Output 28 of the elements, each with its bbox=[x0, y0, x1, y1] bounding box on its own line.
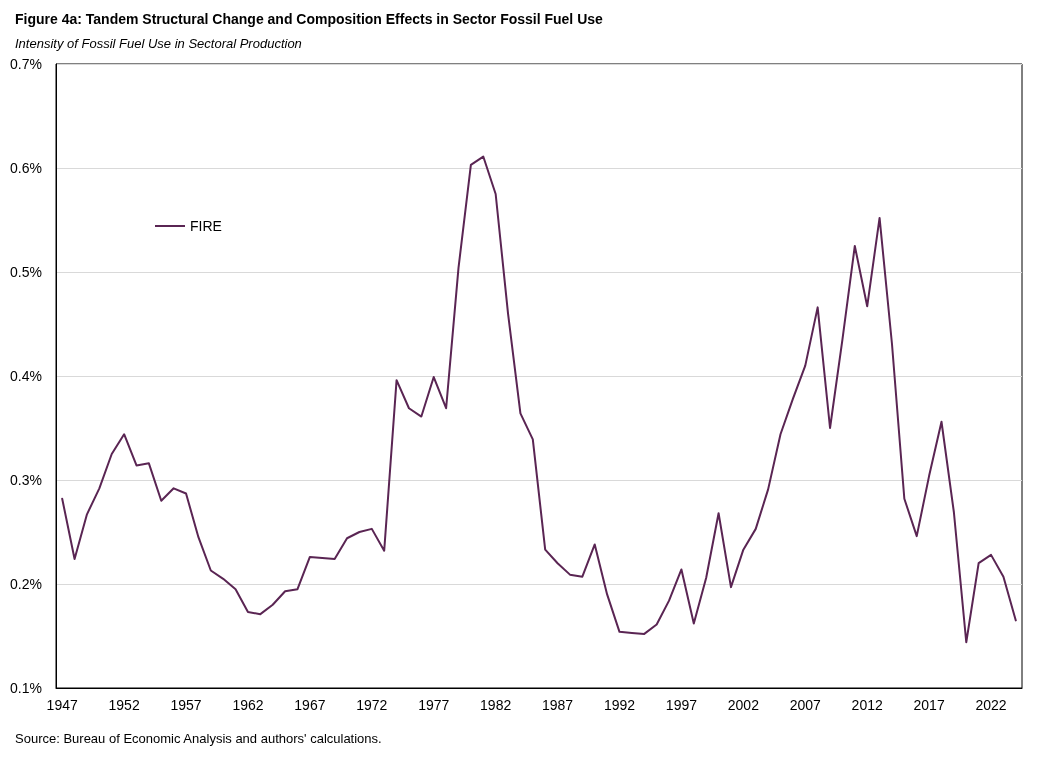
x-tick-label: 2012 bbox=[851, 697, 883, 713]
x-tick-label: 1947 bbox=[46, 697, 78, 713]
legend-label: FIRE bbox=[190, 218, 222, 234]
y-tick-label: 0.5% bbox=[10, 264, 42, 280]
x-tick-label: 1952 bbox=[108, 697, 140, 713]
x-tick-label: 1997 bbox=[665, 697, 698, 713]
x-tick-label: 2022 bbox=[975, 697, 1007, 713]
line-series bbox=[61, 155, 1017, 644]
x-tick-label: 2002 bbox=[727, 697, 760, 713]
y-tick-label: 0.4% bbox=[10, 368, 42, 384]
x-tick-label: 1957 bbox=[170, 697, 202, 713]
x-tick-label: 1992 bbox=[603, 697, 636, 713]
x-tick-label: 1967 bbox=[294, 697, 326, 713]
x-tick-label: 1987 bbox=[542, 697, 574, 713]
y-tick-label: 0.1% bbox=[10, 680, 42, 696]
y-tick-label: 0.3% bbox=[10, 472, 42, 488]
y-tick-label: 0.7% bbox=[10, 56, 42, 72]
x-tick-label: 2007 bbox=[789, 697, 822, 713]
x-tick-label: 1977 bbox=[418, 697, 450, 713]
y-tick-label: 0.2% bbox=[10, 576, 42, 592]
source-note: Source: Bureau of Economic Analysis and authors' calculations. bbox=[15, 731, 382, 746]
y-tick-label: 0.6% bbox=[10, 160, 42, 176]
chart-subtitle: Intensity of Fossil Fuel Use in Sectoral Production bbox=[15, 36, 302, 51]
x-tick-label: 2017 bbox=[913, 697, 945, 713]
chart-title: Figure 4a: Tandem Structural Change and Composition Effects in Sector Fossil Fuel Use bbox=[15, 11, 604, 27]
x-tick-label: 1982 bbox=[480, 697, 512, 713]
x-tick-label: 1972 bbox=[356, 697, 388, 713]
x-tick-label: 1962 bbox=[232, 697, 264, 713]
